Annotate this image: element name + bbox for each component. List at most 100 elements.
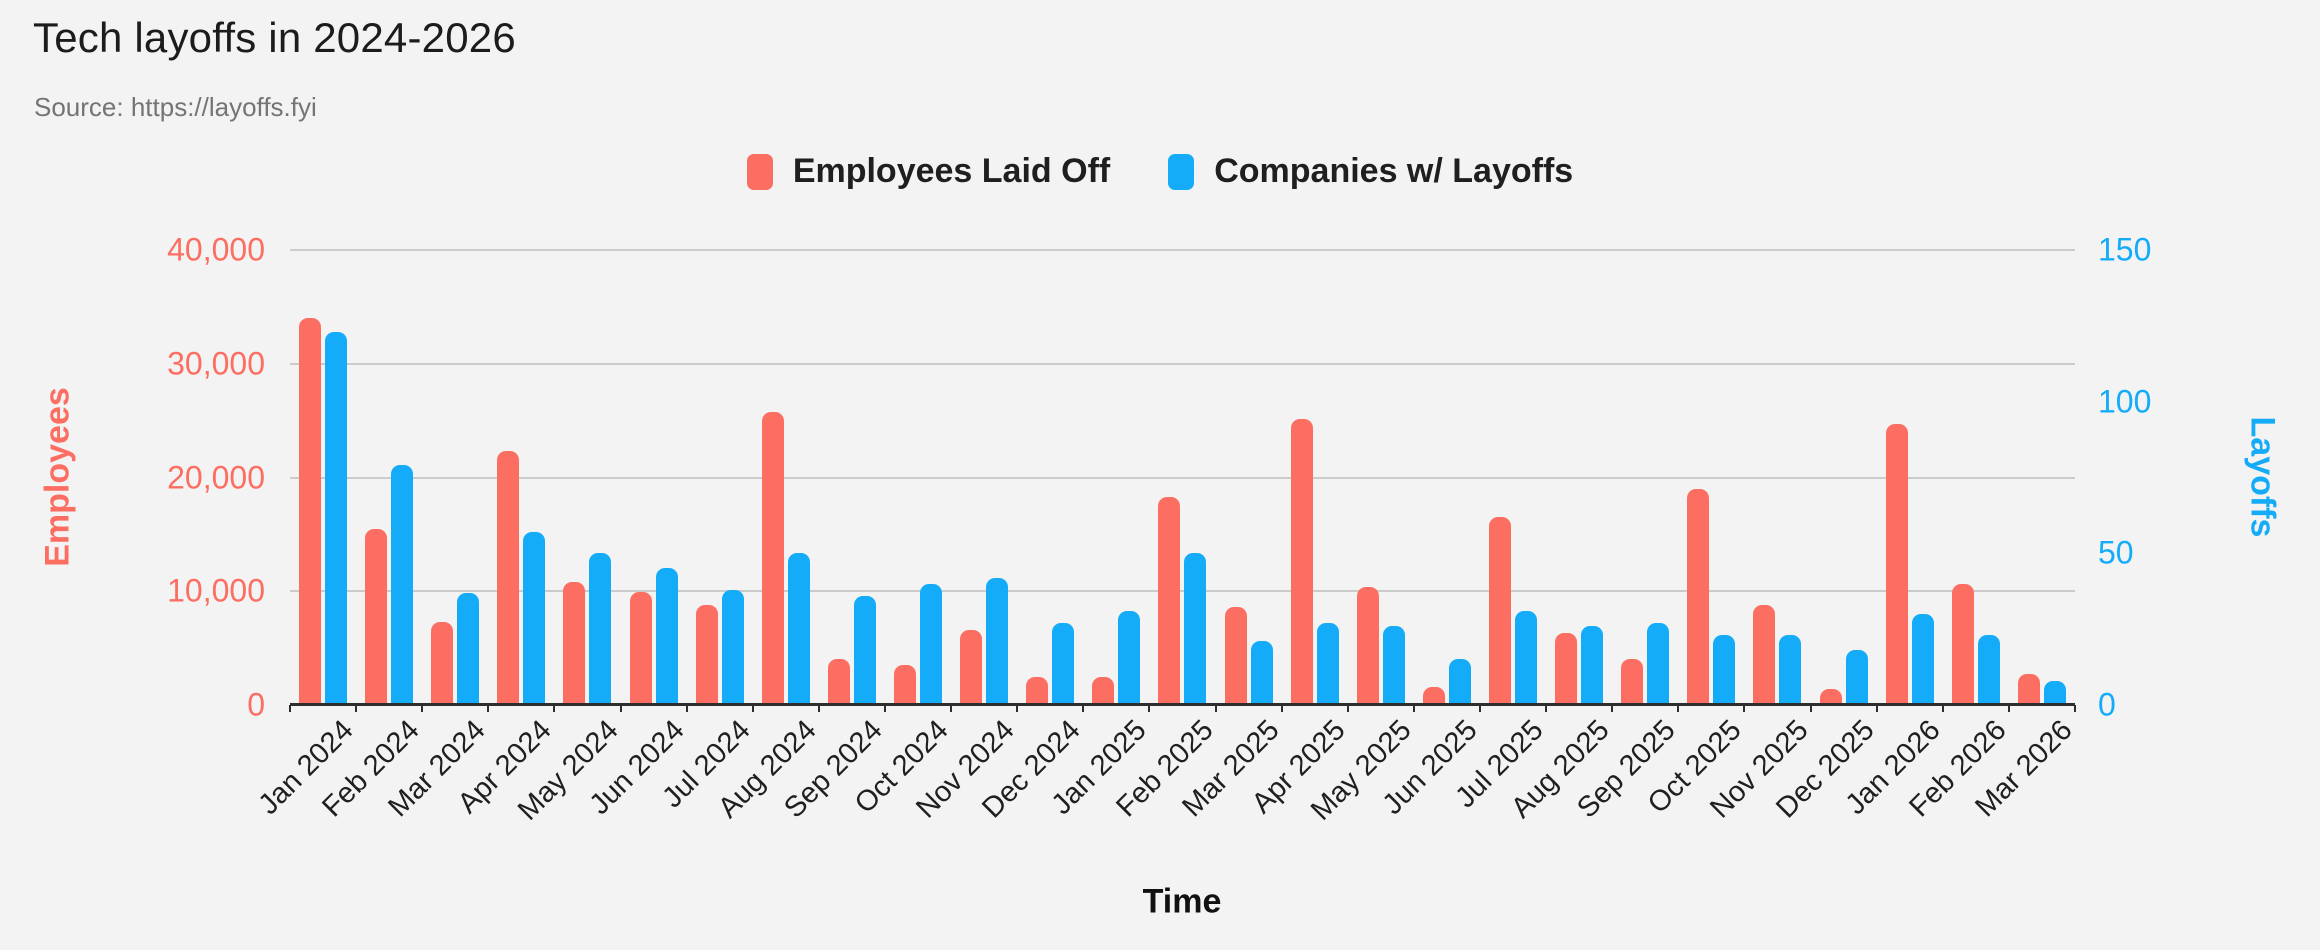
bar-employees-feb-2024[interactable] [365,529,388,705]
bar-companies-dec-2024[interactable] [1052,623,1075,705]
bar-employees-jul-2024[interactable] [695,605,718,705]
bar-companies-nov-2024[interactable] [986,578,1009,705]
bar-employees-feb-2026[interactable] [1951,584,1974,705]
legend-swatch [746,153,773,190]
bar-group [1017,250,1083,705]
x-axis-tick [619,705,622,712]
x-axis-tick [1412,705,1415,712]
bar-employees-jan-2026[interactable] [1885,424,1908,705]
bar-groups [290,250,2075,705]
bar-companies-jun-2025[interactable] [1448,659,1471,705]
x-axis-title: Time [1142,882,1222,921]
bar-companies-feb-2025[interactable] [1184,553,1207,705]
bar-group [687,250,753,705]
bar-employees-nov-2025[interactable] [1753,605,1776,705]
bar-employees-jan-2025[interactable] [1092,677,1115,705]
bar-companies-oct-2025[interactable] [1713,635,1736,705]
bar-group [488,250,554,705]
bar-companies-apr-2025[interactable] [1316,623,1339,705]
bar-companies-aug-2024[interactable] [787,553,810,705]
bar-companies-aug-2025[interactable] [1581,626,1604,705]
bar-employees-dec-2025[interactable] [1819,689,1842,705]
legend-label: Employees Laid Off [792,152,1111,190]
bar-employees-sep-2024[interactable] [827,659,850,705]
bar-companies-may-2024[interactable] [589,553,612,705]
bar-group [290,250,356,705]
bar-employees-oct-2024[interactable] [894,665,917,705]
legend-item-employees[interactable]: Employees Laid Off [746,152,1111,191]
legend-swatch [1168,153,1195,190]
bar-group [1877,250,1943,705]
bar-group [1216,250,1282,705]
bar-group [621,250,687,705]
chart-title: Tech layoffs in 2024-2026 [33,14,516,61]
bar-companies-mar-2025[interactable] [1250,641,1273,705]
bar-employees-jan-2024[interactable] [299,318,322,705]
x-axis-tick [1611,705,1614,712]
x-axis-tick [1941,705,1944,712]
bar-companies-apr-2024[interactable] [523,532,546,705]
legend: Employees Laid Off Companies w/ Layoffs [0,152,2320,191]
bar-group [1083,250,1149,705]
x-axis-tick [421,705,424,712]
gridline [290,249,2075,251]
bar-employees-mar-2026[interactable] [2017,674,2040,705]
x-axis-tick [553,705,556,712]
bar-companies-feb-2026[interactable] [1977,635,2000,705]
bar-companies-jan-2025[interactable] [1118,611,1141,705]
x-axis-tick [1479,705,1481,712]
bar-employees-aug-2025[interactable] [1555,633,1578,705]
bar-employees-dec-2024[interactable] [1026,677,1049,705]
bar-companies-mar-2024[interactable] [457,593,480,705]
bar-companies-sep-2025[interactable] [1647,623,1670,705]
right-axis-tick-label: 0 [2098,686,2116,723]
x-axis-tick [685,705,688,712]
bar-group [885,250,951,705]
bar-employees-may-2024[interactable] [563,582,586,705]
plot-area [289,249,2076,712]
bar-group [951,250,1017,705]
bar-companies-jan-2026[interactable] [1911,614,1934,705]
bar-employees-apr-2025[interactable] [1290,419,1313,705]
bar-companies-jul-2024[interactable] [721,590,744,705]
bar-group [1678,250,1744,705]
bar-companies-oct-2024[interactable] [920,584,943,705]
bar-companies-may-2025[interactable] [1382,626,1405,705]
legend-item-companies[interactable]: Companies w/ Layoffs [1168,152,1573,191]
bar-group [1480,250,1546,705]
bar-companies-jun-2024[interactable] [655,568,678,705]
left-axis-title: Employees [38,387,77,567]
x-axis-line [290,703,2075,706]
bar-employees-jul-2025[interactable] [1489,517,1512,705]
bar-group [1612,250,1678,705]
bar-group [422,250,488,705]
bar-employees-aug-2024[interactable] [761,412,784,705]
x-axis-tick [1082,705,1085,712]
bar-companies-sep-2024[interactable] [853,596,876,705]
bar-employees-feb-2025[interactable] [1158,497,1181,705]
bar-employees-jun-2025[interactable] [1422,687,1445,705]
bar-employees-sep-2025[interactable] [1621,659,1644,705]
x-axis-tick [1016,705,1019,712]
bar-employees-jun-2024[interactable] [629,592,652,705]
bar-companies-nov-2025[interactable] [1779,635,1802,705]
bar-group [2009,250,2075,705]
bar-companies-jan-2024[interactable] [325,332,348,705]
bar-employees-mar-2024[interactable] [431,622,454,705]
x-axis-tick [1809,705,1812,712]
x-axis-tick [1875,705,1878,712]
x-axis-tick [817,705,820,712]
bar-employees-apr-2024[interactable] [497,451,520,705]
bar-employees-nov-2024[interactable] [960,630,983,705]
bar-group [1282,250,1348,705]
x-axis-tick [751,705,754,712]
bar-employees-oct-2025[interactable] [1687,489,1710,705]
bar-companies-dec-2025[interactable] [1845,650,1868,705]
bar-companies-mar-2026[interactable] [2043,681,2066,705]
bar-employees-mar-2025[interactable] [1224,607,1247,705]
bar-companies-feb-2024[interactable] [391,465,414,705]
bar-employees-may-2025[interactable] [1356,587,1379,705]
right-axis-tick-label: 100 [2098,383,2152,420]
bar-companies-jul-2025[interactable] [1515,611,1538,705]
bar-group [1414,250,1480,705]
